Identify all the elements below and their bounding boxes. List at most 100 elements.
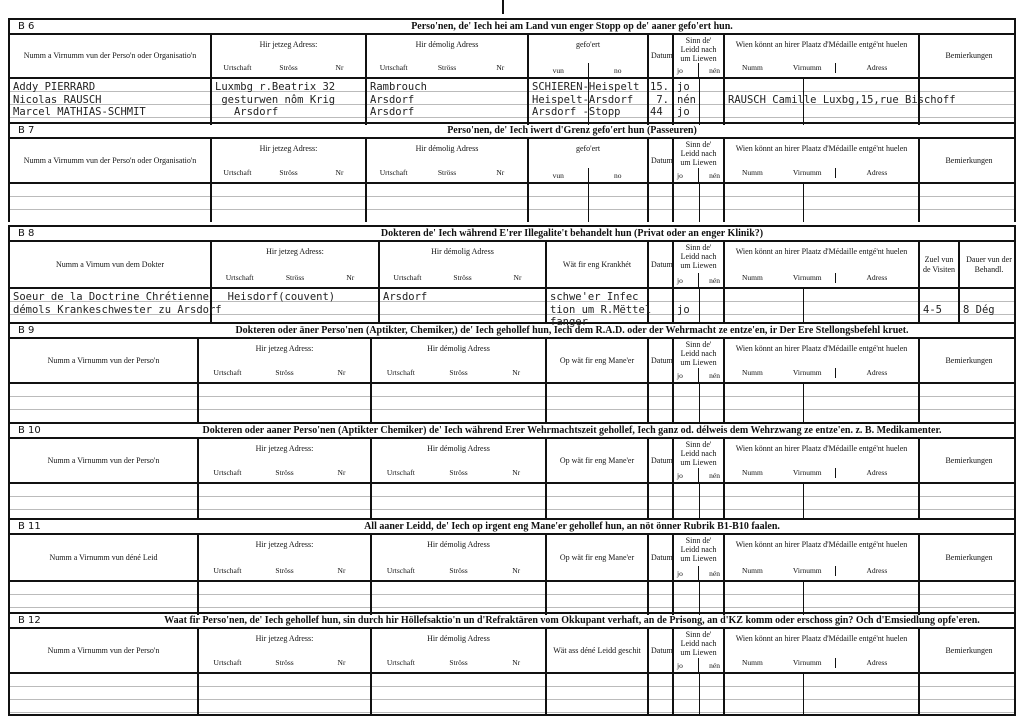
- data-row[interactable]: Addy PIERRARD Nicolas RAUSCH Marcel MATHIA…: [10, 79, 1014, 125]
- header-label-bemierkungen: Bemierkungen: [945, 552, 993, 562]
- data-cell-wien[interactable]: [725, 582, 920, 615]
- data-cell-name[interactable]: [10, 384, 199, 422]
- entry-name: Soeur de la Doctrine Chrétienne démols Kr…: [13, 291, 222, 316]
- data-cell-opwat[interactable]: [547, 484, 649, 520]
- data-cell-name[interactable]: [10, 484, 199, 520]
- subheader-strss: Ströss: [437, 63, 457, 72]
- data-cell-datum[interactable]: 15. 7. 44: [649, 79, 674, 125]
- data-cell-dauer[interactable]: 8 Dég: [960, 289, 1018, 324]
- data-cell-opwat[interactable]: [547, 582, 649, 615]
- subheader-urtschaft: Urtschaft: [386, 368, 415, 377]
- subheader-strss: Ströss: [449, 566, 468, 575]
- data-cell-wien[interactable]: [725, 184, 920, 222]
- data-cell-jetzeg[interactable]: Luxmbg r.Beatrix 32 gesturwen nôm Krig A…: [212, 79, 367, 125]
- data-cell-demolig[interactable]: Arsdorf: [380, 289, 547, 324]
- data-cell-wien[interactable]: [725, 384, 920, 422]
- data-cell-bemierkungen[interactable]: [920, 184, 1018, 222]
- header-name: Numm a Virnumm vun der Perso'n: [10, 629, 199, 672]
- subheader-sinn: jo nén: [674, 468, 723, 482]
- data-cell-wien[interactable]: [725, 289, 920, 324]
- data-cell-demolig[interactable]: [372, 484, 547, 520]
- header-sinn: Sinn de' Leidd nach um Liewen jo nén: [674, 139, 725, 182]
- subheader-jetzeg: Urtschaft Ströss Nr: [212, 63, 365, 73]
- subheader-jo: jo: [674, 168, 699, 182]
- data-cell-krankhet[interactable]: schwe'er Infec tion um R.Mëttel fanger: [547, 289, 651, 328]
- header-sinn: Sinn de' Leidd nach um Liewen jo nén: [674, 629, 725, 672]
- header-datum: Datum: [649, 339, 674, 382]
- data-cell-opwat[interactable]: [547, 384, 649, 422]
- data-cell-datum[interactable]: [649, 384, 674, 422]
- data-cell-name[interactable]: [10, 674, 199, 714]
- data-cell-datum[interactable]: [649, 289, 674, 324]
- data-cell-jetzeg[interactable]: Heisdorf(couvent): [212, 289, 380, 324]
- data-cell-name[interactable]: Soeur de la Doctrine Chrétienne démols Kr…: [10, 289, 222, 324]
- entry-jetzeg: Heisdorf(couvent): [215, 291, 335, 304]
- header-wien: Wien könnt an hirer Plaatz d'Médaille en…: [725, 139, 920, 182]
- subheader-strss: Ströss: [279, 63, 298, 72]
- data-cell-sinn[interactable]: [674, 484, 725, 520]
- data-cell-jetzeg[interactable]: [199, 582, 372, 615]
- page-top-mark: [502, 0, 504, 14]
- header-jetzeg: Hir jetzeg Adress: Urtschaft Ströss Nr: [199, 439, 372, 482]
- data-cell-demolig[interactable]: [372, 384, 547, 422]
- header-label-watass: Wät ass déné Leidd geschit: [553, 645, 641, 655]
- data-cell-zuel[interactable]: 4-5: [920, 289, 960, 324]
- header-label-opwat: Op wät fir eng Mane'er: [559, 552, 635, 562]
- data-cell-sinn[interactable]: jo nén jo: [674, 79, 725, 125]
- data-cell-name[interactable]: [10, 184, 212, 222]
- data-cell-bemierkungen[interactable]: [920, 582, 1018, 615]
- subheader-nr: Nr: [335, 168, 344, 177]
- entry-line: Arsdorf: [370, 93, 415, 106]
- data-cell-bemierkungen[interactable]: [920, 674, 1018, 714]
- header-name: Numm a Virnumm vun déné Leid: [10, 535, 199, 580]
- data-cell-datum[interactable]: [649, 184, 674, 222]
- data-cell-datum[interactable]: [649, 582, 674, 615]
- data-row[interactable]: [10, 384, 1014, 422]
- data-cell-sinn[interactable]: [674, 674, 725, 714]
- data-cell-sinn[interactable]: [674, 184, 725, 222]
- data-cell-wien[interactable]: [725, 674, 920, 714]
- data-cell-demolig[interactable]: [372, 674, 547, 714]
- data-cell-sinn[interactable]: [674, 384, 725, 422]
- data-cell-bemierkungen[interactable]: [920, 384, 1018, 422]
- entry-line: 4-5: [923, 303, 942, 316]
- data-cell-gefoert[interactable]: SCHIEREN-Heispelt Heispelt-Arsdorf Arsdorf…: [529, 79, 649, 125]
- subheader-urtschaft: Urtschaft: [213, 368, 242, 377]
- subheader-jetzeg: Urtschaft Ströss Nr: [212, 168, 365, 178]
- header-sinn: Sinn de' Leidd nach um Liewen jo nén: [674, 439, 725, 482]
- data-cell-name[interactable]: [10, 582, 199, 615]
- data-cell-jetzeg[interactable]: [199, 484, 372, 520]
- header-label-demolig: Hir démolig Adress: [415, 40, 479, 49]
- header-label-datum: Datum: [651, 51, 673, 60]
- section-title: Dokteren oder aaner Perso'nen (Aptikter …: [202, 425, 942, 436]
- data-cell-jetzeg[interactable]: [199, 674, 372, 714]
- data-cell-demolig[interactable]: [367, 184, 529, 222]
- subheader-nr: Nr: [337, 468, 346, 477]
- data-cell-jetzeg[interactable]: [199, 384, 372, 422]
- data-row[interactable]: [10, 484, 1014, 520]
- data-cell-name[interactable]: Addy PIERRARD Nicolas RAUSCH Marcel MATHIA…: [10, 79, 212, 125]
- data-cell-gefoert[interactable]: [529, 184, 649, 222]
- data-row[interactable]: [10, 674, 1014, 714]
- data-cell-datum[interactable]: [649, 484, 674, 520]
- data-cell-sinn[interactable]: jo: [674, 289, 725, 324]
- header-name: Numm a Virnumm vun der Perso'n: [10, 339, 199, 382]
- data-cell-sinn[interactable]: [674, 582, 725, 615]
- header-label-name: Numm a Virnum vun dem Dokter: [55, 259, 165, 269]
- data-row[interactable]: [10, 582, 1014, 615]
- header-label-wien: Wien könnt an hirer Plaatz d'Médaille en…: [735, 247, 908, 256]
- data-cell-jetzeg[interactable]: [212, 184, 367, 222]
- column-divider: [674, 184, 700, 222]
- data-cell-wien[interactable]: [725, 484, 920, 520]
- header-label-wien: Wien könnt an hirer Plaatz d'Médaille en…: [735, 444, 908, 453]
- data-row[interactable]: Soeur de la Doctrine Chrétienne démols Kr…: [10, 289, 1014, 328]
- data-cell-demolig[interactable]: [372, 582, 547, 615]
- data-row[interactable]: [10, 184, 1014, 222]
- data-cell-bemierkungen[interactable]: [920, 484, 1018, 520]
- data-cell-wien[interactable]: RAUSCH Camille Luxbg,15,rue Bischoff: [725, 79, 956, 125]
- header-label-bemierkungen: Bemierkungen: [945, 155, 993, 165]
- data-cell-datum[interactable]: [649, 674, 674, 714]
- data-cell-demolig[interactable]: Rambrouch Arsdorf Arsdorf: [367, 79, 529, 125]
- entry-line: Heisdorf(couvent): [215, 291, 336, 303]
- data-cell-watass[interactable]: [547, 674, 649, 714]
